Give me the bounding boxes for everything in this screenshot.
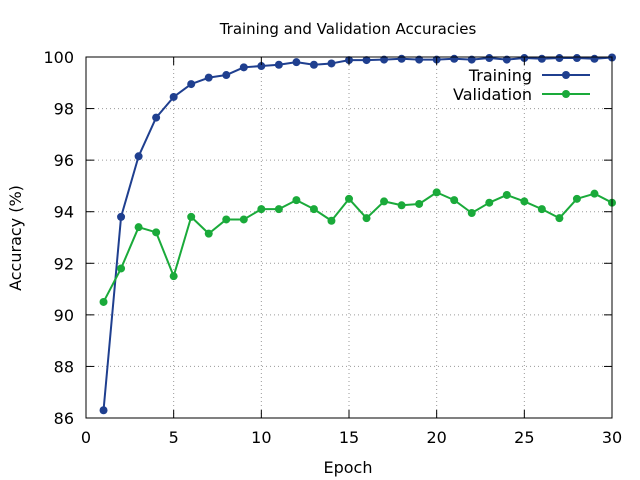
training-point bbox=[485, 54, 494, 63]
validation-point bbox=[537, 205, 546, 214]
y-tick-label: 94 bbox=[54, 203, 74, 222]
validation-point bbox=[222, 215, 231, 224]
y-tick-label: 90 bbox=[54, 306, 74, 325]
training-point bbox=[555, 54, 564, 63]
training-point bbox=[450, 54, 459, 63]
training-point bbox=[274, 60, 283, 69]
y-tick-label: 98 bbox=[54, 100, 74, 119]
training-point bbox=[309, 60, 318, 69]
validation-point bbox=[117, 264, 126, 273]
validation-point bbox=[99, 297, 108, 306]
x-tick-label: 15 bbox=[339, 428, 359, 447]
validation-line bbox=[102, 191, 613, 303]
grid bbox=[86, 57, 612, 418]
x-tick-label: 5 bbox=[169, 428, 179, 447]
legend-marker-training bbox=[562, 71, 570, 79]
validation-point bbox=[327, 216, 336, 225]
training-point bbox=[572, 54, 581, 63]
y-tick-label: 96 bbox=[54, 151, 74, 170]
training-point bbox=[537, 54, 546, 63]
validation-point bbox=[467, 209, 476, 218]
validation-point bbox=[169, 272, 178, 281]
validation-point bbox=[187, 212, 196, 221]
validation-point bbox=[239, 215, 248, 224]
training-series bbox=[99, 53, 616, 415]
validation-point bbox=[485, 198, 494, 207]
training-point bbox=[415, 55, 424, 64]
training-point bbox=[292, 58, 301, 67]
validation-point bbox=[572, 194, 581, 203]
validation-point bbox=[257, 205, 266, 214]
training-point bbox=[222, 71, 231, 80]
training-point bbox=[117, 212, 126, 221]
plot-area bbox=[99, 53, 616, 415]
validation-point bbox=[590, 189, 599, 198]
training-line bbox=[102, 56, 613, 411]
x-tick-label: 30 bbox=[602, 428, 622, 447]
x-tick-label: 0 bbox=[81, 428, 91, 447]
training-point bbox=[502, 55, 511, 64]
validation-point bbox=[204, 229, 213, 238]
training-point bbox=[134, 152, 143, 161]
validation-point bbox=[134, 223, 143, 232]
validation-point bbox=[380, 197, 389, 206]
y-tick-label: 92 bbox=[54, 254, 74, 273]
y-tick-label: 86 bbox=[54, 409, 74, 428]
y-tick-label: 88 bbox=[54, 357, 74, 376]
x-axis-label: Epoch bbox=[324, 458, 373, 477]
training-point bbox=[204, 73, 213, 82]
training-point bbox=[257, 62, 266, 71]
training-point bbox=[239, 63, 248, 72]
validation-point bbox=[415, 199, 424, 208]
validation-point bbox=[520, 197, 529, 206]
validation-point bbox=[274, 205, 283, 214]
training-point bbox=[99, 406, 108, 415]
legend-label-training: Training bbox=[468, 66, 532, 85]
validation-point bbox=[345, 194, 353, 203]
legend-marker-validation bbox=[562, 90, 570, 98]
validation-point bbox=[555, 214, 564, 223]
training-point bbox=[152, 113, 161, 122]
training-point bbox=[362, 56, 371, 65]
training-point bbox=[467, 55, 476, 64]
training-point bbox=[187, 80, 196, 89]
validation-point bbox=[292, 196, 301, 205]
training-point bbox=[380, 55, 389, 64]
validation-point bbox=[432, 188, 441, 197]
validation-point bbox=[152, 228, 161, 237]
chart-title: Training and Validation Accuracies bbox=[219, 20, 477, 38]
x-tick-label: 20 bbox=[426, 428, 446, 447]
training-point bbox=[169, 92, 178, 101]
validation-point bbox=[362, 214, 371, 223]
axes: 0 5 10 15 20 25 30 86 88 90 92 94 96 98 100 bbox=[43, 48, 622, 447]
validation-point bbox=[397, 201, 406, 210]
training-point bbox=[327, 59, 336, 68]
training-point bbox=[590, 54, 599, 63]
legend-label-validation: Validation bbox=[453, 85, 532, 104]
y-tick-label: 100 bbox=[43, 48, 74, 67]
y-axis-label: Accuracy (%) bbox=[6, 185, 25, 291]
validation-point bbox=[502, 190, 511, 199]
training-point bbox=[397, 54, 406, 63]
validation-point bbox=[309, 205, 318, 214]
x-tick-label: 10 bbox=[251, 428, 271, 447]
validation-point bbox=[450, 196, 459, 205]
x-tick-label: 25 bbox=[514, 428, 534, 447]
validation-series bbox=[99, 188, 616, 306]
